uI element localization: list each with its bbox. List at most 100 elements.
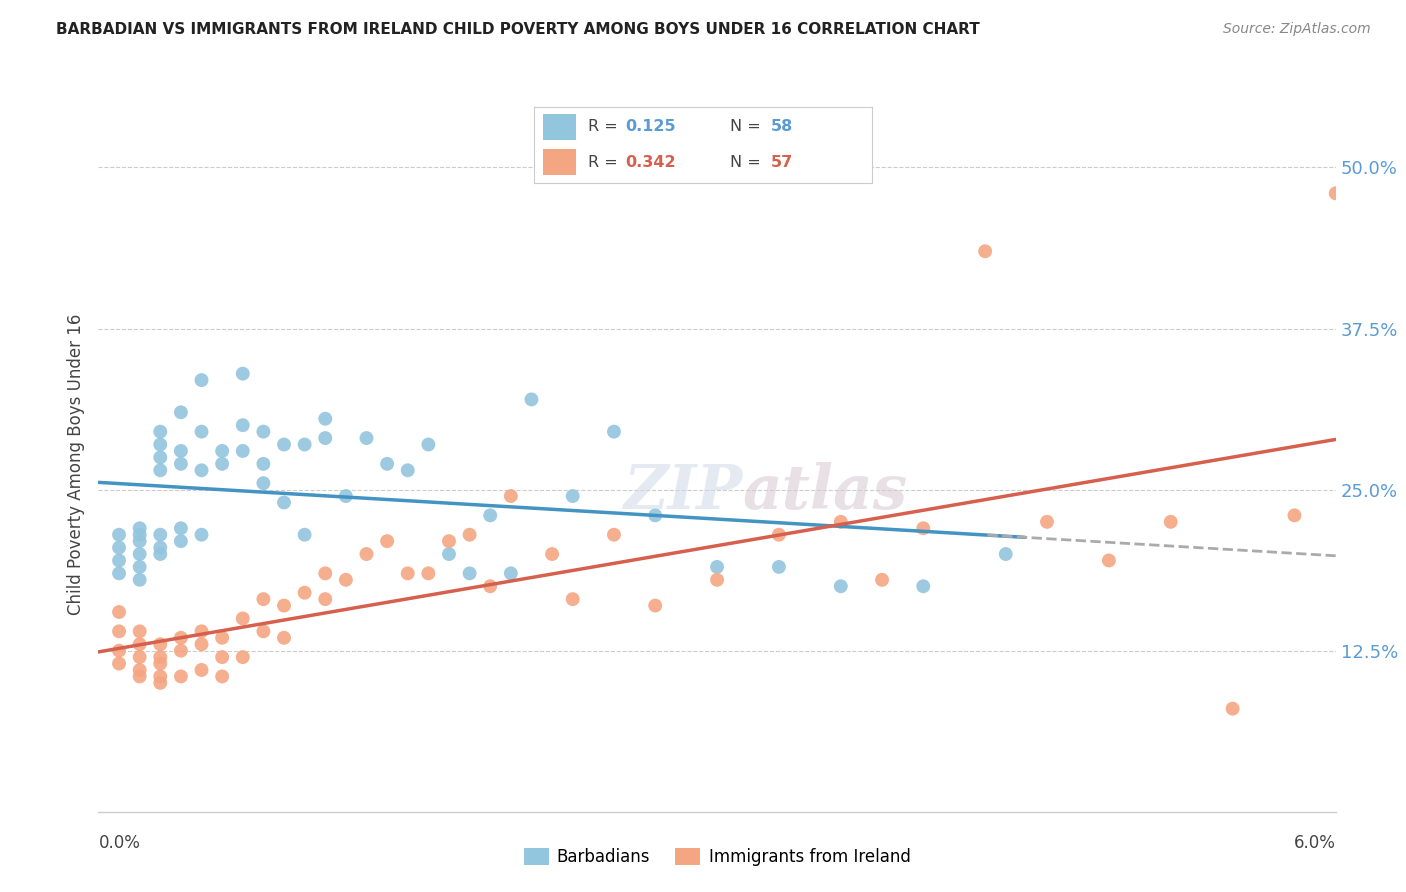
Text: BARBADIAN VS IMMIGRANTS FROM IRELAND CHILD POVERTY AMONG BOYS UNDER 16 CORRELATI: BARBADIAN VS IMMIGRANTS FROM IRELAND CHI… <box>56 22 980 37</box>
Point <box>170 521 193 535</box>
Point <box>149 450 172 465</box>
Point <box>356 547 378 561</box>
Point <box>128 573 150 587</box>
Point <box>108 643 131 657</box>
Point <box>232 444 254 458</box>
Point <box>211 669 233 683</box>
Point <box>190 463 212 477</box>
Text: R =: R = <box>588 155 623 169</box>
Point <box>232 611 254 625</box>
Point <box>437 534 460 549</box>
Text: R =: R = <box>588 120 623 135</box>
Point <box>128 547 150 561</box>
Point <box>108 624 131 639</box>
Point <box>252 624 274 639</box>
Text: 57: 57 <box>770 155 793 169</box>
Point <box>170 444 193 458</box>
Point <box>830 579 852 593</box>
Point <box>170 457 193 471</box>
Point <box>375 457 398 471</box>
Point <box>128 650 150 665</box>
Point <box>644 599 666 613</box>
Point <box>314 411 336 425</box>
Point <box>561 592 583 607</box>
Text: 58: 58 <box>770 120 793 135</box>
Text: Source: ZipAtlas.com: Source: ZipAtlas.com <box>1223 22 1371 37</box>
Point <box>232 367 254 381</box>
Point <box>294 527 316 541</box>
Point <box>314 566 336 581</box>
Point <box>149 541 172 555</box>
Y-axis label: Child Poverty Among Boys Under 16: Child Poverty Among Boys Under 16 <box>67 313 86 615</box>
Point <box>170 669 193 683</box>
Point <box>912 579 935 593</box>
Point <box>190 425 212 439</box>
Point <box>149 437 172 451</box>
Point <box>870 573 893 587</box>
Point <box>149 463 172 477</box>
Point <box>273 437 295 451</box>
Point <box>170 631 193 645</box>
Point <box>603 425 626 439</box>
Point <box>1222 701 1244 715</box>
Point <box>1036 515 1059 529</box>
Point <box>830 515 852 529</box>
Point <box>479 579 502 593</box>
Point <box>128 527 150 541</box>
Point <box>190 637 212 651</box>
Point <box>149 527 172 541</box>
Point <box>706 560 728 574</box>
Point <box>108 566 131 581</box>
Point <box>314 592 336 607</box>
Point <box>211 650 233 665</box>
Point <box>149 547 172 561</box>
Point <box>974 244 997 259</box>
Point <box>252 592 274 607</box>
Point <box>294 585 316 599</box>
Text: 0.0%: 0.0% <box>98 834 141 852</box>
Point <box>108 553 131 567</box>
Point <box>211 444 233 458</box>
Point <box>108 657 131 671</box>
Point <box>190 373 212 387</box>
Point <box>128 521 150 535</box>
Point <box>499 566 522 581</box>
Point <box>375 534 398 549</box>
Point <box>128 624 150 639</box>
Point <box>458 566 481 581</box>
Point <box>1284 508 1306 523</box>
Point <box>149 676 172 690</box>
Point <box>149 425 172 439</box>
Point <box>541 547 564 561</box>
Point <box>252 457 274 471</box>
Point <box>335 489 357 503</box>
Point <box>149 650 172 665</box>
Point <box>170 643 193 657</box>
Text: N =: N = <box>730 120 766 135</box>
Point <box>458 527 481 541</box>
Point <box>108 541 131 555</box>
Point <box>994 547 1017 561</box>
Point <box>190 624 212 639</box>
Point <box>1324 186 1347 201</box>
Point <box>418 437 440 451</box>
Point <box>232 650 254 665</box>
Point <box>273 599 295 613</box>
Point <box>149 637 172 651</box>
Point <box>396 463 419 477</box>
Point <box>520 392 543 407</box>
Point <box>768 560 790 574</box>
Point <box>603 527 626 541</box>
Point <box>561 489 583 503</box>
Text: atlas: atlas <box>742 462 907 522</box>
Point <box>644 508 666 523</box>
Point <box>211 631 233 645</box>
Text: N =: N = <box>730 155 766 169</box>
Text: ZIP: ZIP <box>623 462 742 522</box>
Point <box>273 495 295 509</box>
Point <box>418 566 440 581</box>
Legend: Barbadians, Immigrants from Ireland: Barbadians, Immigrants from Ireland <box>517 841 917 873</box>
Point <box>128 560 150 574</box>
Point <box>1098 553 1121 567</box>
Point <box>706 573 728 587</box>
